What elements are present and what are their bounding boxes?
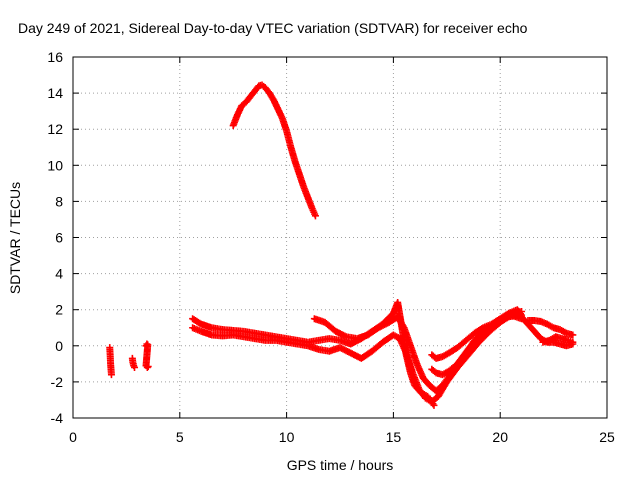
y-tick-label: -2: [51, 374, 64, 390]
data-point: [131, 363, 139, 371]
x-tick-label: 25: [599, 429, 615, 445]
x-tick-label: 0: [69, 429, 77, 445]
data-point: [143, 363, 151, 371]
data-point: [569, 338, 577, 346]
data-points: [106, 81, 577, 409]
x-axis-label: GPS time / hours: [287, 457, 394, 473]
x-tick-label: 15: [386, 429, 402, 445]
data-point: [144, 363, 152, 371]
x-tick-label: 10: [279, 429, 295, 445]
y-tick-label: 16: [47, 49, 63, 65]
grid: [73, 57, 607, 418]
y-tick-label: 0: [55, 338, 63, 354]
y-tick-label: 8: [55, 193, 63, 209]
y-tick-label: 2: [55, 302, 63, 318]
data-point: [107, 371, 115, 379]
y-tick-label: 12: [47, 121, 63, 137]
y-tick-label: 4: [55, 266, 63, 282]
y-tick-label: 14: [47, 85, 63, 101]
y-axis-ticks: -4 -2 0 2 4 6 8 10 12 14 16: [47, 49, 607, 426]
data-point: [569, 331, 577, 339]
y-axis-label: SDTVAR / TECUs: [7, 182, 23, 294]
chart-title: Day 249 of 2021, Sidereal Day-to-day VTE…: [18, 20, 528, 36]
x-tick-label: 5: [176, 429, 184, 445]
data-point: [311, 212, 319, 220]
x-tick-label: 20: [492, 429, 508, 445]
y-tick-label: 10: [47, 157, 63, 173]
y-tick-label: 6: [55, 230, 63, 246]
x-axis-ticks: 0 5 10 15 20 25: [69, 57, 615, 445]
y-tick-label: -4: [51, 410, 64, 426]
